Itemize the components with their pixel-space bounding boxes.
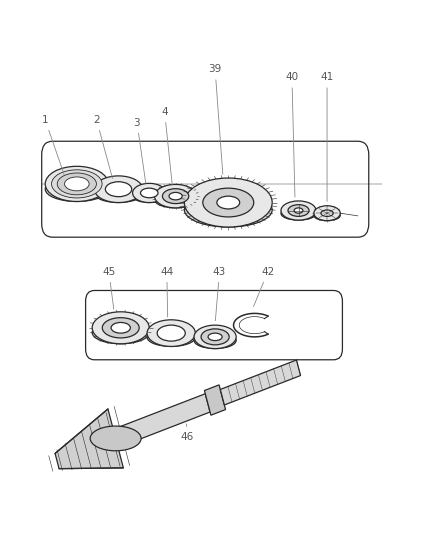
- Ellipse shape: [140, 188, 158, 198]
- Ellipse shape: [157, 325, 185, 341]
- Text: 41: 41: [320, 72, 333, 201]
- Ellipse shape: [162, 189, 188, 204]
- Ellipse shape: [201, 329, 229, 345]
- Text: 4: 4: [161, 107, 172, 185]
- Ellipse shape: [51, 170, 102, 198]
- Ellipse shape: [94, 176, 142, 203]
- Ellipse shape: [313, 210, 339, 221]
- Ellipse shape: [280, 207, 315, 220]
- Ellipse shape: [184, 178, 272, 227]
- Ellipse shape: [194, 332, 236, 349]
- Text: 3: 3: [133, 118, 145, 183]
- Ellipse shape: [105, 182, 131, 197]
- Text: 40: 40: [285, 72, 298, 197]
- Text: 43: 43: [212, 267, 226, 321]
- Ellipse shape: [92, 321, 149, 344]
- Text: 45: 45: [102, 267, 115, 309]
- Polygon shape: [55, 409, 123, 469]
- Polygon shape: [115, 394, 210, 447]
- Ellipse shape: [184, 193, 272, 227]
- Ellipse shape: [287, 205, 308, 216]
- Text: 2: 2: [93, 115, 112, 179]
- Ellipse shape: [194, 325, 236, 349]
- Text: 39: 39: [208, 64, 223, 174]
- Polygon shape: [220, 360, 300, 405]
- Text: 46: 46: [180, 424, 193, 442]
- Ellipse shape: [154, 191, 196, 208]
- Ellipse shape: [169, 192, 182, 200]
- Ellipse shape: [64, 177, 89, 191]
- Ellipse shape: [45, 177, 108, 201]
- Ellipse shape: [54, 171, 99, 197]
- Ellipse shape: [94, 184, 142, 203]
- Ellipse shape: [57, 173, 96, 195]
- Ellipse shape: [132, 183, 166, 203]
- Ellipse shape: [202, 188, 253, 217]
- Ellipse shape: [293, 208, 302, 213]
- Ellipse shape: [102, 318, 139, 338]
- Ellipse shape: [132, 189, 166, 203]
- Polygon shape: [204, 385, 225, 415]
- Text: 44: 44: [160, 267, 173, 317]
- Ellipse shape: [208, 333, 222, 341]
- Text: 1: 1: [42, 115, 64, 174]
- Text: 42: 42: [253, 267, 274, 306]
- Ellipse shape: [280, 201, 315, 220]
- Ellipse shape: [147, 328, 195, 346]
- Ellipse shape: [147, 320, 195, 346]
- Ellipse shape: [45, 166, 108, 201]
- Ellipse shape: [216, 196, 239, 209]
- Ellipse shape: [64, 177, 89, 191]
- Ellipse shape: [111, 322, 130, 333]
- Ellipse shape: [154, 184, 196, 208]
- Ellipse shape: [92, 312, 149, 344]
- Ellipse shape: [320, 210, 332, 216]
- Ellipse shape: [313, 206, 339, 221]
- Ellipse shape: [90, 426, 141, 451]
